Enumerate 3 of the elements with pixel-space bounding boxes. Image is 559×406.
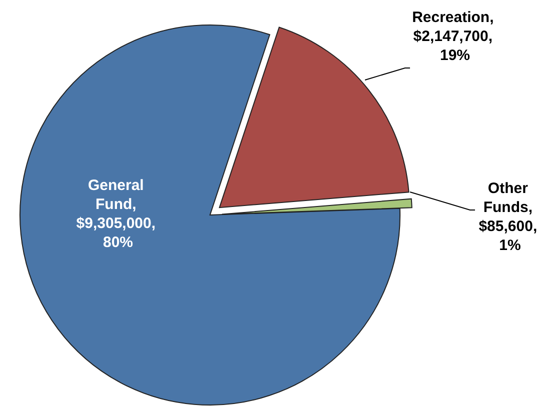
slice-label: General Fund, $9,305,000, 80% xyxy=(76,177,160,251)
slice-label: Other Funds, $85,600, 1% xyxy=(478,180,542,254)
slice-label: Recreation, $2,147,700, 19% xyxy=(412,9,498,64)
